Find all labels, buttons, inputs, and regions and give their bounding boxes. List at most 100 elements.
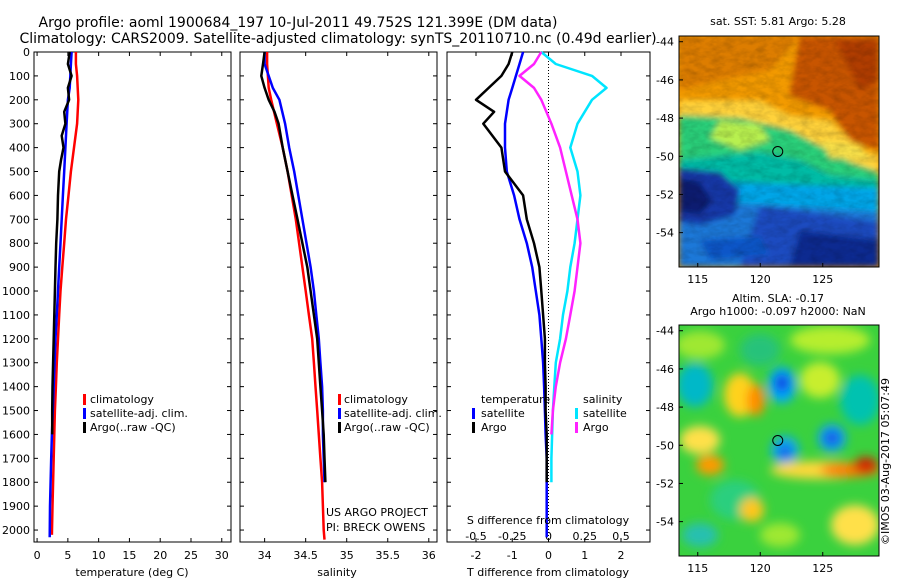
depth-tick-label: 100 bbox=[9, 70, 30, 83]
depth-tick-label: 2000 bbox=[2, 524, 30, 537]
lat-tick-label: -44 bbox=[656, 325, 674, 338]
legend-swatch-argo bbox=[338, 422, 341, 433]
legend-label-sal-satellite: satellite bbox=[583, 407, 627, 420]
lat-tick-label: -50 bbox=[656, 150, 674, 163]
depth-tick-label: 1900 bbox=[2, 500, 30, 513]
series-line-argo bbox=[50, 51, 73, 435]
depth-tick-label: 500 bbox=[9, 166, 30, 179]
temperature-panel: 0100200300400500600700800900100011001200… bbox=[2, 46, 232, 579]
pi-annotation: PI: BRECK OWENS bbox=[326, 521, 425, 534]
depth-tick-label: 700 bbox=[9, 213, 30, 226]
project-annotation: US ARGO PROJECT bbox=[326, 506, 428, 519]
depth-tick-label: 200 bbox=[9, 94, 30, 107]
x-tick-label: 34 bbox=[258, 549, 272, 562]
s-tick-label: 0 bbox=[545, 530, 552, 543]
depth-tick-label: 800 bbox=[9, 237, 30, 250]
sst-lat-axis: -44 -46 -48 -50 -52 -54 bbox=[656, 36, 683, 240]
sla-map-subtitle: Argo h1000: -0.097 h2000: NaN bbox=[690, 305, 866, 318]
sst-map-title: sat. SST: 5.81 Argo: 5.28 bbox=[710, 15, 846, 28]
series-line-argo bbox=[260, 51, 327, 483]
legend-label-satellite: satellite-adj. clim. bbox=[90, 407, 188, 420]
imos-credit: ©IMOS 03-Aug-2017 05:07:49 bbox=[879, 378, 892, 545]
series-line-climatology bbox=[265, 52, 326, 540]
sla-heatmap bbox=[679, 325, 879, 556]
legend-swatch-sal-argo bbox=[575, 422, 578, 433]
series-line-salinity-satellite bbox=[540, 51, 608, 483]
depth-tick-label: 600 bbox=[9, 189, 30, 202]
x-tick-label: 5 bbox=[64, 549, 71, 562]
difference-panel: -2 -1 0 1 2 -0.5 -0.25 0 0.25 0.5 S difference f… bbox=[446, 51, 651, 579]
lon-tick-label: 120 bbox=[750, 562, 771, 575]
temperature-difference-xlabel: T difference from climatology bbox=[466, 566, 629, 579]
salinity-xlabel: salinity bbox=[317, 566, 357, 579]
legend-swatch-climatology bbox=[338, 394, 341, 405]
x-tick-label: 15 bbox=[122, 549, 136, 562]
depth-tick-label: 1400 bbox=[2, 381, 30, 394]
temperature-legend: climatology satellite-adj. clim. Argo(..… bbox=[83, 393, 188, 434]
legend-label-climatology: climatology bbox=[90, 393, 154, 406]
sla-map-frame bbox=[678, 324, 880, 557]
series-line-salinity-argo bbox=[518, 51, 582, 435]
lat-tick-label: -52 bbox=[656, 188, 674, 201]
figure-title-line2: Climatology: CARS2009. Satellite-adjuste… bbox=[19, 31, 656, 47]
depth-axis: 0 100 200 300 400 500 600 700 800 900 1000 1100 1200… bbox=[2, 46, 231, 537]
s-tick-label: -0.25 bbox=[498, 530, 526, 543]
salinity-x-axis: 34 34.5 35 35.5 36 bbox=[258, 52, 436, 562]
x-tick-label: 1 bbox=[581, 549, 588, 562]
depth-tick-label: 300 bbox=[9, 118, 30, 131]
depth-tick-label: 1300 bbox=[2, 357, 30, 370]
lat-tick-label: -46 bbox=[656, 74, 674, 87]
difference-legend: temperature salinity satellite Argo sate… bbox=[472, 393, 627, 434]
legend-swatch-satellite bbox=[338, 408, 341, 419]
x-tick-label: -1 bbox=[507, 549, 518, 562]
temperature-difference-axis: -2 -1 0 1 2 bbox=[471, 52, 625, 562]
legend-swatch-temp-argo bbox=[472, 422, 475, 433]
lat-tick-label: -54 bbox=[656, 227, 674, 240]
difference-series bbox=[474, 51, 608, 538]
argo-position-marker bbox=[772, 146, 784, 157]
legend-title-temperature: temperature bbox=[481, 393, 550, 406]
lat-tick-label: -50 bbox=[656, 439, 674, 452]
x-tick-label: 0 bbox=[545, 549, 552, 562]
x-tick-label: 36 bbox=[422, 549, 436, 562]
salinity-depth-ticks bbox=[240, 51, 437, 531]
lon-tick-label: 125 bbox=[812, 562, 833, 575]
x-tick-label: 0 bbox=[34, 549, 41, 562]
legend-label-argo: Argo(..raw -QC) bbox=[90, 421, 176, 434]
x-tick-label: 20 bbox=[153, 549, 167, 562]
depth-tick-label: 1200 bbox=[2, 333, 30, 346]
legend-label-temp-satellite: satellite bbox=[481, 407, 525, 420]
difference-axes-frame bbox=[446, 51, 651, 543]
legend-title-salinity: salinity bbox=[583, 393, 623, 406]
x-tick-label: 30 bbox=[215, 549, 229, 562]
sst-lon-axis: 115 120 125 bbox=[687, 263, 833, 286]
sst-map-panel: sat. SST: 5.81 Argo: 5.28 bbox=[656, 15, 880, 286]
legend-label-satellite: satellite-adj. clim. bbox=[344, 407, 442, 420]
depth-tick-label: 1800 bbox=[2, 476, 30, 489]
legend-label-sal-argo: Argo bbox=[583, 421, 609, 434]
depth-tick-label: 0 bbox=[23, 46, 30, 59]
argo-position-marker bbox=[772, 435, 784, 446]
x-tick-label: 2 bbox=[618, 549, 625, 562]
sst-map-frame bbox=[678, 35, 880, 268]
lon-tick-label: 120 bbox=[750, 273, 771, 286]
salinity-series bbox=[260, 51, 327, 540]
salinity-panel: 34 34.5 35 35.5 36 salinity climatology sate… bbox=[239, 51, 442, 579]
depth-tick-label: 1100 bbox=[2, 309, 30, 322]
depth-tick-label: 1600 bbox=[2, 428, 30, 441]
x-tick-label: 34.5 bbox=[293, 549, 318, 562]
temperature-series bbox=[48, 51, 80, 538]
lat-tick-label: -46 bbox=[656, 363, 674, 376]
depth-tick-label: 400 bbox=[9, 142, 30, 155]
legend-swatch-sal-satellite bbox=[575, 408, 578, 419]
s-tick-label: 0.25 bbox=[573, 530, 598, 543]
sla-map-panel: Altim. SLA: -0.17 Argo h1000: -0.097 h20… bbox=[656, 292, 880, 575]
lat-tick-label: -54 bbox=[656, 516, 674, 529]
temperature-xlabel: temperature (deg C) bbox=[75, 566, 188, 579]
lon-tick-label: 115 bbox=[687, 273, 708, 286]
salinity-axes-frame bbox=[239, 51, 438, 543]
sla-lon-axis: 115 120 125 bbox=[687, 552, 833, 575]
lat-tick-label: -44 bbox=[656, 36, 674, 49]
s-tick-label: -0.5 bbox=[465, 530, 486, 543]
